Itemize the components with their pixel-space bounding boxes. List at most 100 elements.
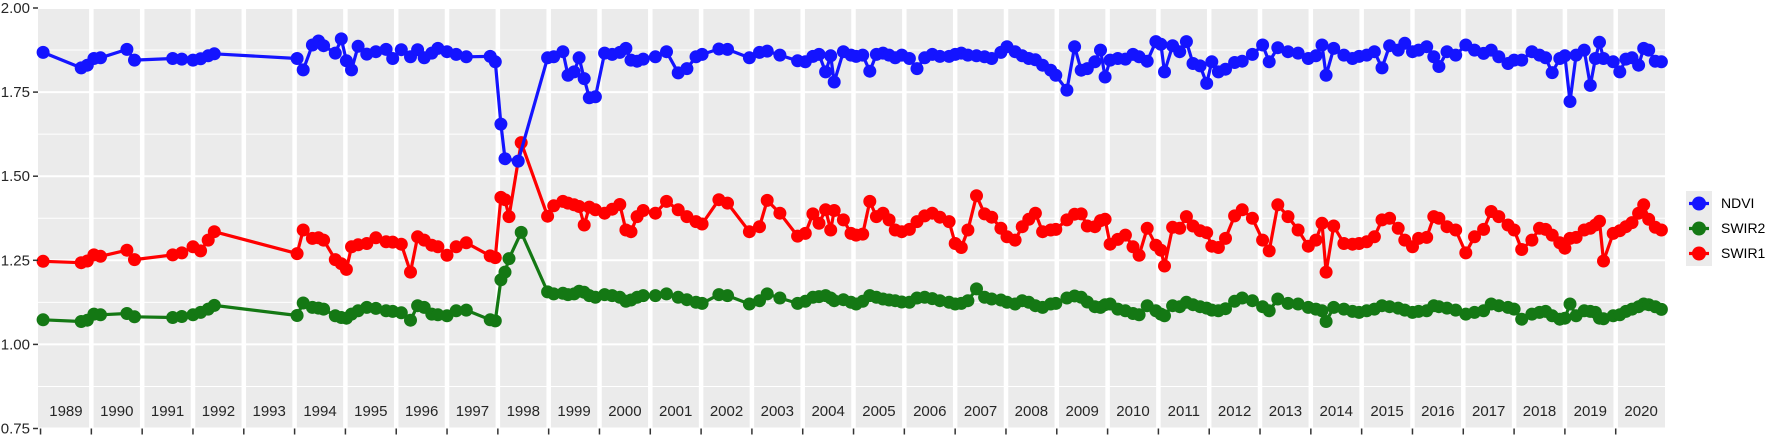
x-axis-year-label: 2005 bbox=[862, 403, 895, 420]
data-point-swir1 bbox=[613, 198, 627, 211]
data-point-ndvi bbox=[824, 49, 838, 63]
data-point-swir2 bbox=[1515, 312, 1529, 326]
data-point-swir2 bbox=[317, 302, 331, 316]
data-point-ndvi bbox=[1319, 68, 1333, 82]
data-point-ndvi bbox=[1200, 76, 1214, 90]
data-point-swir2 bbox=[1507, 302, 1521, 316]
data-point-swir1 bbox=[1468, 230, 1481, 244]
y-axis-labels: 2.00 1.75 1.50 1.25 1.00 0.75 bbox=[1, 0, 30, 438]
data-point-swir1 bbox=[970, 189, 983, 203]
data-point-swir1 bbox=[721, 196, 734, 210]
data-point-swir2 bbox=[695, 296, 709, 310]
data-point-swir1 bbox=[1309, 233, 1323, 247]
data-point-ndvi bbox=[588, 90, 602, 104]
data-point-swir1 bbox=[773, 206, 787, 220]
data-point-swir1 bbox=[636, 204, 650, 217]
data-point-swir1 bbox=[660, 194, 673, 208]
data-point-swir1 bbox=[1179, 210, 1193, 224]
data-point-swir1 bbox=[1367, 230, 1381, 244]
x-axis-year-label: 2002 bbox=[710, 403, 743, 420]
data-point-swir1 bbox=[431, 240, 445, 254]
data-point-ndvi bbox=[1593, 35, 1606, 49]
data-point-swir2 bbox=[290, 309, 304, 322]
data-point-swir1 bbox=[120, 243, 134, 257]
x-axis-year-label: 2016 bbox=[1421, 403, 1454, 420]
data-point-ndvi bbox=[1068, 40, 1082, 54]
data-point-ndvi bbox=[567, 65, 581, 79]
data-point-swir1 bbox=[1098, 212, 1112, 226]
data-point-swir1 bbox=[1200, 226, 1214, 240]
x-axis-year-label: 2004 bbox=[811, 403, 844, 420]
data-point-ndvi bbox=[812, 47, 826, 61]
data-point-ndvi bbox=[1577, 43, 1591, 57]
data-point-swir1 bbox=[742, 225, 756, 239]
data-point-swir2 bbox=[1219, 302, 1232, 316]
data-point-swir1 bbox=[1327, 219, 1341, 233]
data-point-ndvi bbox=[695, 47, 709, 61]
x-axis-year-label: 2009 bbox=[1065, 403, 1098, 420]
x-axis-year-label: 2019 bbox=[1574, 403, 1607, 420]
data-point-ndvi bbox=[379, 42, 393, 56]
data-point-ndvi bbox=[721, 42, 734, 56]
data-point-swir2 bbox=[498, 265, 512, 279]
data-point-ndvi bbox=[207, 47, 221, 61]
data-point-swir1 bbox=[94, 249, 107, 263]
data-point-swir1 bbox=[1477, 222, 1491, 236]
data-point-ndvi bbox=[1158, 65, 1171, 79]
x-axis-year-label: 1994 bbox=[303, 403, 336, 420]
data-point-ndvi bbox=[1563, 95, 1577, 108]
x-axis-year-label: 2007 bbox=[964, 403, 997, 420]
data-point-swir1 bbox=[882, 213, 896, 227]
data-point-swir1 bbox=[806, 207, 820, 221]
data-point-swir2 bbox=[175, 310, 189, 323]
data-point-ndvi bbox=[1449, 48, 1463, 62]
data-point-ndvi bbox=[577, 72, 591, 86]
data-point-ndvi bbox=[902, 52, 916, 65]
data-point-swir1 bbox=[502, 210, 516, 224]
data-point-ndvi bbox=[1632, 58, 1646, 72]
x-axis-year-label: 2008 bbox=[1015, 403, 1048, 420]
x-axis-year-label: 2013 bbox=[1269, 403, 1302, 420]
data-point-swir2 bbox=[742, 297, 756, 311]
x-axis-year-label: 2011 bbox=[1168, 403, 1200, 420]
data-point-ndvi bbox=[1545, 66, 1559, 80]
data-point-swir2 bbox=[36, 313, 50, 327]
data-point-swir1 bbox=[572, 200, 586, 213]
data-point-ndvi bbox=[120, 42, 134, 56]
data-point-swir1 bbox=[1211, 241, 1225, 254]
data-point-ndvi bbox=[680, 62, 694, 76]
data-point-ndvi bbox=[394, 43, 408, 57]
x-axis-year-label: 1998 bbox=[507, 403, 540, 420]
data-point-ndvi bbox=[648, 50, 662, 64]
data-point-ndvi bbox=[1539, 51, 1553, 65]
data-point-swir2 bbox=[488, 314, 502, 328]
legend-label-swir1: SWIR1 bbox=[1721, 245, 1766, 261]
legend-item-swir1: SWIR1 bbox=[1686, 241, 1765, 266]
data-point-swir2 bbox=[449, 304, 463, 318]
data-point-ndvi bbox=[742, 51, 756, 65]
data-point-swir1 bbox=[290, 247, 304, 261]
data-point-swir1 bbox=[1449, 223, 1463, 237]
data-point-swir1 bbox=[1558, 241, 1572, 255]
data-point-swir1 bbox=[1118, 228, 1132, 242]
data-point-swir1 bbox=[1391, 221, 1405, 235]
data-point-ndvi bbox=[1432, 60, 1446, 73]
data-point-swir2 bbox=[459, 303, 473, 317]
data-point-swir1 bbox=[1637, 198, 1651, 212]
data-point-swir2 bbox=[961, 294, 975, 308]
data-point-swir1 bbox=[1245, 211, 1259, 225]
data-point-ndvi bbox=[1375, 61, 1389, 75]
data-point-ndvi bbox=[985, 52, 999, 65]
data-point-swir1 bbox=[1028, 206, 1042, 220]
y-axis-tick-label: 1.50 bbox=[1, 168, 30, 185]
data-point-ndvi bbox=[511, 154, 525, 168]
x-axis-year-label: 2006 bbox=[913, 403, 946, 420]
data-point-swir1 bbox=[339, 262, 353, 276]
data-point-ndvi bbox=[827, 75, 841, 89]
data-point-swir2 bbox=[369, 301, 383, 315]
data-point-swir1 bbox=[369, 231, 383, 245]
legend-key-ndvi-icon bbox=[1686, 191, 1712, 216]
data-point-swir2 bbox=[1132, 308, 1146, 322]
